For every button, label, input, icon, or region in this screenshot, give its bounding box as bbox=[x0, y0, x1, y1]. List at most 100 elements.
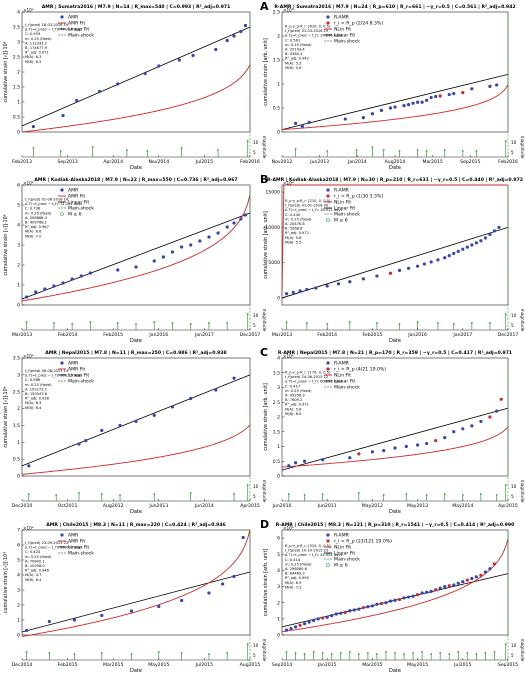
data-point bbox=[243, 213, 248, 217]
panel-title: AMR | Chile2015 | M8.3 | N=11 | R_max=22… bbox=[46, 522, 225, 528]
y-tick-label: 0.5 bbox=[13, 115, 20, 121]
x-tick-label: Nov2014 bbox=[148, 159, 169, 165]
annotation-line: B: 10206.0 bbox=[25, 564, 45, 568]
data-point bbox=[375, 602, 379, 606]
magnitude-dot bbox=[25, 651, 28, 653]
data-point-red bbox=[388, 271, 393, 275]
data-point-red bbox=[479, 573, 483, 577]
data-point bbox=[207, 235, 211, 239]
data-point bbox=[436, 258, 440, 262]
annotation-line: t_f(pred) 01-01-2018 00 bbox=[285, 204, 329, 208]
legend-marker bbox=[60, 212, 64, 216]
data-point bbox=[221, 582, 225, 586]
annotation-line: t_f(pred) 24-06-2015 12 bbox=[285, 375, 328, 379]
annotation-line: M(A): 5.5 bbox=[285, 61, 301, 65]
data-point bbox=[384, 601, 388, 605]
magnitude-dot bbox=[470, 322, 473, 324]
magnitude-dot bbox=[430, 653, 433, 655]
annotation-line: M(B): 6.4 bbox=[25, 578, 42, 582]
data-point bbox=[388, 599, 393, 603]
magnitude-dot bbox=[425, 150, 428, 152]
amr-fit-curve bbox=[281, 84, 509, 131]
annotation-line: M(B): 6.5 bbox=[25, 60, 41, 64]
mag-tick-label: 10 bbox=[253, 140, 259, 145]
data-point-red bbox=[447, 584, 451, 588]
x-tick-label: Oct2011 bbox=[58, 503, 78, 509]
legend-label: AMR bbox=[68, 361, 79, 367]
data-point bbox=[343, 117, 347, 121]
annotation-line: t_f(pred) 01-03-2016 19 bbox=[285, 29, 329, 33]
data-point bbox=[239, 29, 243, 34]
x-tick-label: Jan2017 bbox=[194, 332, 214, 338]
y-tick-label: 4 bbox=[277, 568, 280, 574]
magnitude-dot bbox=[479, 493, 482, 495]
annotation-line: A: 112333.2 bbox=[25, 41, 47, 45]
magnitude-dot bbox=[153, 493, 156, 495]
data-point bbox=[416, 100, 420, 104]
annotation-line: R_p·γ_p·R_r: [610, 0, 0.5] bbox=[285, 25, 331, 29]
y-tick-label: 1.5 bbox=[273, 429, 280, 435]
data-point bbox=[189, 243, 193, 247]
y-tick-label: 2 bbox=[17, 70, 20, 76]
panel-title: R-AMR | Chile2015 | M8.3 | N=121 | R_p=3… bbox=[276, 522, 515, 528]
annotation-line: R_p·γ_p·R_r: [170, 0, 0.5] bbox=[285, 371, 331, 375]
data-point bbox=[243, 23, 248, 28]
y-tick-label: 1 bbox=[277, 444, 280, 450]
x-tick-label: Mar2015 bbox=[362, 662, 382, 668]
x-tick-label: Mar2013 bbox=[12, 332, 32, 338]
mag-tick-label: 5 bbox=[253, 494, 256, 499]
data-point bbox=[416, 443, 420, 447]
magnitude-dot bbox=[443, 149, 446, 151]
data-point bbox=[370, 604, 374, 608]
legend-label: Main-shock bbox=[334, 39, 360, 45]
y-tick-label: 0 bbox=[17, 130, 20, 136]
y-tick-label: 5000 bbox=[268, 260, 280, 266]
annotation-line: R²_adj: 0.972 bbox=[285, 231, 309, 235]
legend-marker bbox=[326, 218, 330, 222]
data-point bbox=[31, 125, 35, 129]
magnitude-dot bbox=[448, 653, 451, 655]
legend-label: M ≥ 6 bbox=[334, 563, 348, 569]
chart-panel-5: AMR | Nepal2015 | M7.8 | N=11 | R_max=25… bbox=[3, 350, 267, 515]
y-tick-label: 3.5 bbox=[273, 370, 280, 376]
data-point-red bbox=[397, 597, 402, 602]
y-tick-label: 2.5 bbox=[273, 400, 280, 406]
x-tick-label: Jul2015 bbox=[453, 662, 471, 668]
panel-letter: D bbox=[260, 518, 269, 531]
data-point bbox=[452, 430, 456, 434]
mag-tick-label: 5 bbox=[511, 494, 514, 499]
magnitude-dot bbox=[348, 651, 351, 653]
magnitude-dot bbox=[135, 323, 137, 325]
y-tick-label: 7 bbox=[17, 528, 20, 534]
y-tick-label: 2 bbox=[17, 263, 20, 269]
y-tick-label: 3 bbox=[277, 584, 280, 590]
magnitude-dot bbox=[100, 652, 103, 654]
y-axis-label: cumulative strain [arb. unit] bbox=[263, 38, 269, 106]
data-point bbox=[232, 221, 236, 225]
data-point bbox=[287, 464, 291, 468]
data-point bbox=[303, 459, 307, 463]
data-point bbox=[170, 405, 175, 409]
legend-label: AMR bbox=[68, 533, 79, 539]
x-tick-label: Jun2013 bbox=[309, 159, 329, 165]
x-tick-label: Jun2011 bbox=[317, 503, 337, 509]
magnitude-dot bbox=[326, 150, 329, 152]
annotation-line: C: 0.417 bbox=[285, 384, 300, 388]
amr-fit-curve bbox=[281, 184, 508, 296]
magnitude-dot bbox=[285, 651, 288, 653]
data-point bbox=[157, 604, 161, 609]
annotation-line: C: 0.424 bbox=[25, 550, 41, 554]
data-point bbox=[425, 98, 429, 102]
data-point bbox=[456, 581, 460, 585]
magnitude-dot bbox=[294, 652, 297, 654]
x-tick-label: Mar2015 bbox=[103, 662, 123, 668]
data-point bbox=[416, 264, 420, 268]
annotation-line: M(B): 5.5 bbox=[285, 240, 301, 244]
data-point bbox=[177, 58, 181, 62]
data-point bbox=[488, 84, 492, 88]
y-tick-label: 1 bbox=[277, 82, 280, 88]
annotation-line: R²_adj: 0.967 bbox=[25, 225, 49, 229]
data-point bbox=[180, 245, 184, 249]
data-point bbox=[84, 439, 88, 443]
data-point bbox=[161, 255, 165, 259]
